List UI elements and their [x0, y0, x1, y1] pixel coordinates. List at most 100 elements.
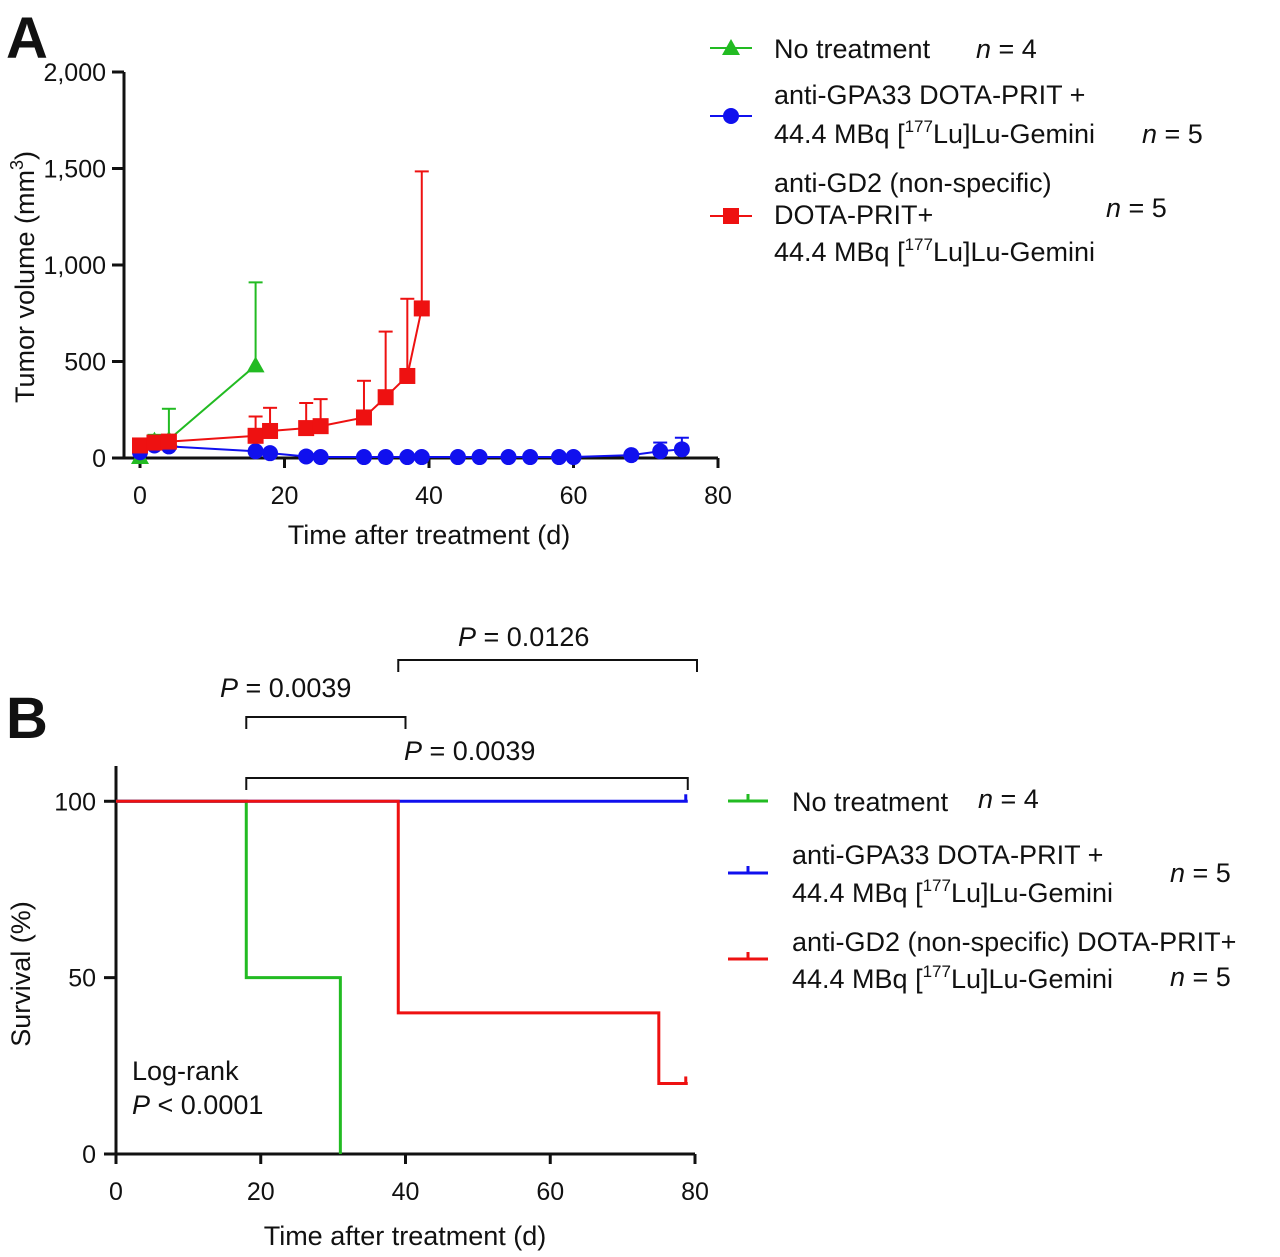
panel-b-comparison-bracket: P = 0.0039	[245, 736, 689, 790]
panel-a-legend-entry-gd2: anti-GD2 (non-specific)DOTA-PRIT+ 44.4 MB…	[710, 168, 1167, 267]
panel-b-legend: No treatment n = 4 anti-GPA33 DOTA-PRIT + 4…	[728, 784, 1236, 994]
panel-a-data-point	[355, 409, 372, 426]
panel-a-y-tick-label: 1,000	[43, 252, 106, 280]
panel-b-axes: 0 20 40 60 80 0 50 100	[54, 766, 709, 1206]
legend-label-line: anti-GD2 (non-specific) DOTA-PRIT+	[792, 927, 1236, 957]
panel-a-data-point	[500, 449, 517, 466]
panel-b-logrank-pvalue: P < 0.0001	[132, 1090, 263, 1120]
legend-label-line: 44.4 MBq [177Lu]Lu-Gemini	[774, 235, 1095, 267]
panel-b-legend-entry-gpa33: anti-GPA33 DOTA-PRIT + 44.4 MBq [177Lu]Lu…	[728, 840, 1231, 908]
legend-text-part: 44.4 MBq [	[792, 964, 923, 994]
legend-label-line: No treatment	[792, 787, 949, 817]
legend-n-symbol: n	[1106, 193, 1121, 223]
panel-b-x-tick-label: 60	[536, 1178, 564, 1206]
legend-label-line: 44.4 MBq [177Lu]Lu-Gemini	[774, 117, 1095, 149]
panel-b-x-axis-label: Time after treatment (d)	[264, 1221, 547, 1251]
bracket-pvalue: P = 0.0039	[220, 673, 351, 703]
panel-a-y-tick-label: 1,500	[43, 156, 106, 184]
panel-a-x-tick-label: 0	[133, 482, 147, 510]
panel-a-y-axis-label-main: Tumor volume (mm	[10, 170, 40, 403]
legend-label-line: anti-GD2 (non-specific)	[774, 168, 1052, 198]
legend-text-part: anti-GPA33 DOTA-PRIT +	[774, 80, 1085, 110]
pvalue-value: = 0.0039	[422, 736, 535, 766]
legend-label-line: anti-GPA33 DOTA-PRIT +	[792, 840, 1103, 870]
legend-label-line: 44.4 MBq [177Lu]Lu-Gemini	[792, 876, 1113, 908]
legend-n-count: n = 5	[1170, 962, 1231, 992]
legend-n-value: = 5	[1157, 119, 1203, 149]
legend-n-value: = 5	[1185, 962, 1231, 992]
legend-n-value: = 5	[1121, 193, 1167, 223]
legend-n-value: = 4	[993, 784, 1039, 814]
panel-a-series-gd2	[132, 170, 430, 454]
panel-b-comparison-bracket: P = 0.0039	[220, 673, 407, 729]
legend-n-value: = 5	[1185, 858, 1231, 888]
panel-b-comparison-bracket: P = 0.0126	[397, 622, 698, 672]
legend-text-part: anti-GPA33 DOTA-PRIT +	[792, 840, 1103, 870]
panel-b-x-tick-label: 40	[392, 1178, 420, 1206]
legend-text-part: No treatment	[774, 34, 931, 64]
legend-n-symbol: n	[1142, 119, 1157, 149]
pvalue-value: < 0.0001	[150, 1090, 263, 1120]
legend-text-part: anti-GD2 (non-specific) DOTA-PRIT+	[792, 927, 1236, 957]
legend-n-count: n = 4	[976, 34, 1037, 64]
panel-b-x-tick-label: 80	[681, 1178, 709, 1206]
panel-b-y-tick-label: 100	[54, 788, 96, 816]
panel-a-data-point	[471, 449, 488, 466]
panel-b-legend-entry-gd2: anti-GD2 (non-specific) DOTA-PRIT+ 44.4 M…	[728, 927, 1236, 994]
panel-a-data-point	[399, 367, 416, 384]
panel-a-data-point	[399, 449, 416, 466]
legend-text-part: Lu]Lu-Gemini	[951, 964, 1113, 994]
legend-swatch-marker	[723, 208, 739, 224]
legend-text-part: Lu]Lu-Gemini	[933, 237, 1095, 267]
legend-n-symbol: n	[1170, 858, 1185, 888]
pvalue-value: = 0.0126	[476, 622, 589, 652]
panel-a-data-point	[377, 389, 394, 406]
panel-a-data-point	[262, 445, 279, 462]
panel-a-data-point	[522, 449, 539, 466]
pvalue-symbol: P	[132, 1090, 150, 1120]
panel-b-logrank-label: Log-rank	[132, 1056, 239, 1086]
panel-a-legend-entry-gpa33: anti-GPA33 DOTA-PRIT + 44.4 MBq [177Lu]Lu…	[710, 80, 1203, 149]
legend-label-line: No treatment	[774, 34, 931, 64]
legend-text-part: Lu]Lu-Gemini	[951, 878, 1113, 908]
bracket-line	[397, 659, 698, 672]
panel-b-series	[116, 794, 688, 1154]
legend-text-part: No treatment	[792, 787, 949, 817]
panel-b-y-tick-label: 50	[68, 965, 96, 993]
legend-n-count: n = 5	[1170, 858, 1231, 888]
panel-a-legend-entry-notreat: No treatment n = 4	[710, 34, 1037, 64]
panel-a-data-point	[298, 448, 315, 465]
panel-a-data-point	[355, 449, 372, 466]
panel-a-y-tick-label: 0	[92, 445, 106, 473]
legend-n-symbol: n	[978, 784, 993, 814]
panel-a-y-axis-label-sup: 3	[7, 160, 27, 170]
panel-b-y-axis-label: Survival (%)	[6, 901, 36, 1047]
panel-a-data-point	[652, 443, 669, 460]
panel-a-x-axis-label: Time after treatment (d)	[288, 520, 571, 550]
panel-b-x-tick-label: 20	[247, 1178, 275, 1206]
panel-a-x-tick-label: 40	[415, 482, 443, 510]
legend-n-symbol: n	[976, 34, 991, 64]
panel-a-y-tick-label: 500	[64, 349, 106, 377]
panel-a-x-tick-label: 20	[271, 482, 299, 510]
bracket-line	[245, 716, 407, 729]
panel-a-data-point	[312, 449, 329, 466]
panel-a-data-point	[449, 449, 466, 466]
pvalue-value: = 0.0039	[238, 673, 351, 703]
panel-a-data-point	[262, 422, 279, 439]
panel-b-chart: B 0 20 40 60 80 0 50 100 No treatment n = 4 anti-…	[6, 622, 1236, 1251]
legend-swatch-marker	[723, 108, 739, 124]
panel-a-data-point	[298, 420, 315, 437]
panel-a-data-point	[623, 447, 640, 464]
legend-swatch-marker	[722, 39, 740, 55]
legend-n-count: n = 5	[1142, 119, 1203, 149]
legend-label-line: anti-GPA33 DOTA-PRIT +	[774, 80, 1085, 110]
legend-n-count: n = 4	[978, 784, 1039, 814]
panel-a-data-point	[413, 300, 430, 317]
panel-a-legend: No treatment n = 4 anti-GPA33 DOTA-PRIT + 4…	[710, 34, 1203, 267]
panel-a-data-point	[247, 427, 264, 444]
legend-label-line: DOTA-PRIT+	[774, 200, 933, 230]
panel-a-data-point	[146, 434, 163, 451]
